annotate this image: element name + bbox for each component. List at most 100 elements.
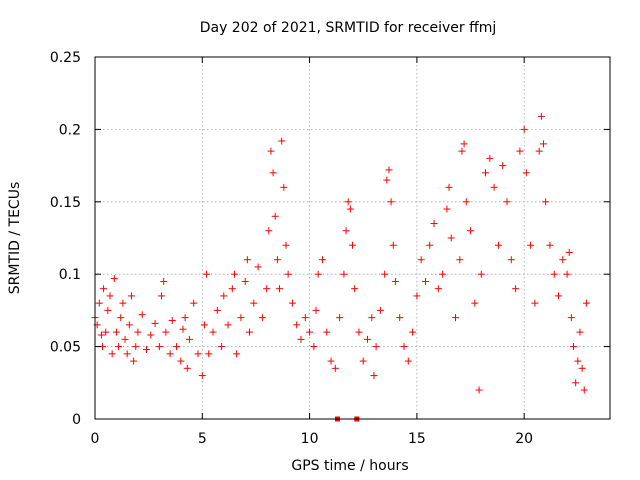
data-point bbox=[119, 299, 127, 307]
data-point bbox=[241, 277, 249, 285]
x-tick-label: 0 bbox=[91, 431, 100, 447]
data-point bbox=[125, 321, 133, 329]
data-point bbox=[456, 256, 464, 264]
y-tick-label: 0.2 bbox=[59, 122, 81, 138]
data-point bbox=[194, 350, 202, 358]
data-point bbox=[205, 350, 213, 358]
data-point bbox=[409, 328, 417, 336]
data-point bbox=[162, 328, 170, 336]
data-point bbox=[267, 147, 275, 155]
data-point bbox=[132, 343, 140, 351]
data-point bbox=[233, 350, 241, 358]
data-point bbox=[349, 241, 356, 249]
data-point bbox=[237, 314, 245, 322]
data-point bbox=[400, 343, 408, 351]
data-point bbox=[565, 248, 573, 256]
data-point bbox=[220, 292, 228, 300]
data-point bbox=[218, 343, 226, 351]
data-point bbox=[312, 306, 320, 314]
data-point bbox=[147, 331, 155, 339]
data-point bbox=[580, 386, 588, 394]
data-point bbox=[134, 328, 142, 336]
data-point bbox=[527, 241, 535, 249]
data-point bbox=[430, 220, 438, 228]
data-point bbox=[447, 234, 455, 242]
data-point bbox=[535, 147, 543, 155]
data-point bbox=[570, 343, 578, 351]
data-point bbox=[512, 285, 520, 293]
data-point bbox=[314, 270, 322, 278]
data-point bbox=[522, 169, 530, 177]
data-point bbox=[537, 112, 545, 120]
data-point bbox=[306, 328, 314, 336]
data-point bbox=[143, 345, 150, 353]
data-point bbox=[230, 270, 238, 278]
data-point bbox=[203, 270, 211, 278]
data-point bbox=[494, 241, 502, 249]
data-point bbox=[342, 227, 350, 235]
data-point bbox=[368, 314, 376, 322]
data-point bbox=[276, 285, 284, 293]
data-point bbox=[383, 176, 391, 184]
data-point bbox=[243, 256, 251, 264]
data-point bbox=[355, 328, 363, 336]
data-point bbox=[555, 292, 562, 300]
data-point bbox=[340, 270, 348, 278]
data-point bbox=[160, 277, 168, 285]
y-tick-label: 0 bbox=[72, 412, 81, 428]
data-point bbox=[503, 198, 511, 206]
data-point bbox=[467, 227, 475, 235]
data-point bbox=[112, 328, 120, 336]
data-point bbox=[95, 299, 103, 307]
data-point bbox=[258, 314, 266, 322]
chart-title: Day 202 of 2021, SRMTID for receiver ffm… bbox=[200, 20, 497, 36]
data-point bbox=[576, 328, 584, 336]
data-point bbox=[183, 364, 191, 372]
data-point bbox=[550, 270, 558, 278]
data-point bbox=[460, 140, 468, 148]
grid-lines bbox=[95, 57, 610, 419]
y-tick-label: 0.1 bbox=[59, 267, 81, 283]
data-point bbox=[387, 198, 395, 206]
data-point bbox=[224, 321, 232, 329]
x-tick-label: 20 bbox=[515, 431, 533, 447]
data-point bbox=[462, 198, 470, 206]
data-point bbox=[97, 331, 105, 339]
data-point bbox=[486, 154, 494, 162]
data-point bbox=[417, 256, 425, 264]
x-axis-label: GPS time / hours bbox=[291, 458, 408, 474]
data-point bbox=[567, 314, 575, 322]
data-point bbox=[265, 227, 273, 235]
data-point bbox=[301, 314, 309, 322]
data-point bbox=[250, 299, 258, 307]
data-point bbox=[254, 263, 262, 271]
data-point bbox=[123, 350, 131, 358]
data-point bbox=[516, 147, 524, 155]
data-point bbox=[372, 343, 380, 351]
data-point bbox=[364, 335, 372, 343]
y-axis-label: SRMTID / TECUs bbox=[7, 182, 23, 295]
data-point bbox=[385, 166, 393, 174]
data-point bbox=[228, 285, 236, 293]
data-point bbox=[310, 343, 318, 351]
data-point bbox=[582, 299, 590, 307]
data-point bbox=[138, 311, 146, 319]
data-point bbox=[475, 386, 483, 394]
data-point bbox=[572, 379, 580, 387]
plot-frame bbox=[94, 56, 611, 420]
data-point bbox=[563, 270, 571, 278]
data-point bbox=[155, 343, 163, 351]
data-point bbox=[209, 328, 217, 336]
data-point bbox=[421, 277, 429, 285]
data-point bbox=[293, 321, 301, 329]
data-point bbox=[115, 343, 123, 351]
data-point bbox=[507, 256, 515, 264]
data-point bbox=[177, 357, 185, 365]
data-point bbox=[179, 325, 187, 333]
data-point bbox=[359, 357, 367, 365]
data-point bbox=[445, 183, 453, 191]
data-point bbox=[108, 350, 116, 358]
data-point bbox=[499, 162, 507, 170]
data-point bbox=[213, 306, 221, 314]
data-point bbox=[452, 314, 459, 322]
